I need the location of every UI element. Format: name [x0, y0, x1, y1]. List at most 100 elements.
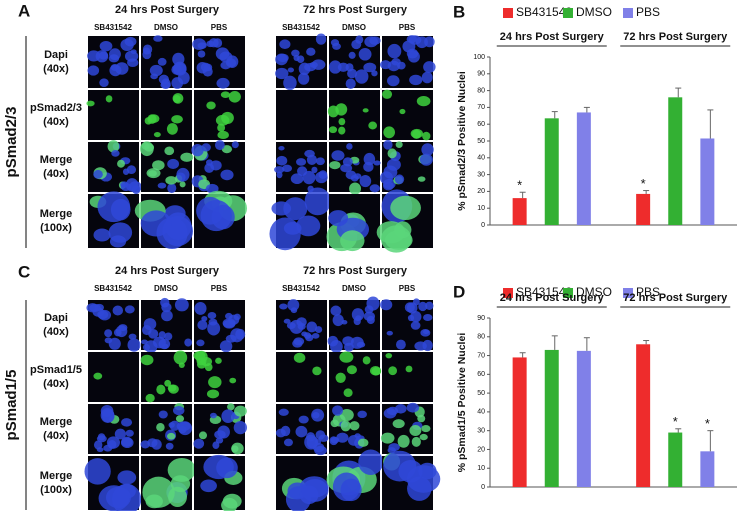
- cell: [327, 105, 339, 118]
- cell: [86, 100, 95, 107]
- cell: [356, 341, 366, 348]
- cell: [229, 377, 237, 384]
- cell: [423, 313, 433, 321]
- error-bar: [707, 430, 714, 452]
- cell: [390, 195, 421, 221]
- cell: [158, 331, 166, 339]
- y-tick-label: 60: [477, 371, 485, 378]
- cell: [335, 372, 346, 383]
- cell: [297, 166, 308, 177]
- cell: [127, 338, 141, 352]
- cell: [97, 191, 131, 223]
- cell: [274, 166, 285, 174]
- cell: [422, 329, 430, 335]
- cell: [228, 91, 241, 103]
- group-title: 24 hrs Post Surgery: [115, 4, 220, 16]
- micrograph: [326, 449, 384, 510]
- significance-marker: *: [641, 176, 646, 191]
- cell: [311, 332, 320, 339]
- y-tick-label: 90: [477, 71, 485, 78]
- cell: [226, 55, 239, 68]
- cell: [347, 68, 358, 79]
- legend-swatch: [563, 8, 573, 18]
- row-label: Merge: [40, 470, 72, 482]
- cell: [371, 70, 378, 77]
- error-bar: [583, 337, 590, 351]
- micrograph: [380, 298, 434, 352]
- cell: [222, 318, 236, 328]
- micrograph: [86, 300, 141, 352]
- cell: [283, 318, 291, 324]
- cell: [275, 67, 289, 80]
- micrograph: [276, 352, 327, 402]
- cell: [312, 411, 320, 419]
- cell: [99, 40, 113, 52]
- image-bg: [141, 90, 192, 140]
- bar: [668, 97, 683, 225]
- cell: [208, 376, 222, 389]
- y-tick-label: 0: [481, 484, 485, 491]
- cell: [121, 436, 133, 447]
- cell: [173, 350, 188, 365]
- column-header: DMSO: [342, 23, 366, 32]
- cell: [418, 462, 437, 480]
- cell: [215, 437, 224, 444]
- y-tick-label: 90: [477, 315, 485, 322]
- cell: [210, 412, 217, 419]
- cell: [107, 440, 117, 449]
- column-header: PBS: [399, 284, 416, 293]
- cell: [410, 321, 421, 330]
- row-label: (40x): [43, 378, 69, 390]
- cell: [122, 168, 130, 176]
- legend-swatch: [503, 288, 513, 298]
- cell: [416, 96, 431, 107]
- legend-label: SB431542: [516, 5, 572, 19]
- cell: [383, 181, 394, 191]
- cell: [297, 72, 310, 85]
- cell: [369, 36, 381, 45]
- cell: [410, 128, 424, 139]
- column-header: DMSO: [154, 23, 178, 32]
- cell: [340, 420, 351, 432]
- cell: [344, 342, 354, 352]
- cell: [101, 408, 115, 423]
- micrograph: [141, 35, 192, 89]
- bar: [668, 432, 683, 487]
- cell: [278, 408, 289, 416]
- cell: [295, 425, 308, 438]
- bar: [576, 112, 591, 225]
- cell: [121, 418, 133, 427]
- cell: [144, 340, 158, 353]
- bar: [544, 118, 559, 225]
- micrograph: [379, 139, 434, 192]
- cell: [195, 350, 208, 363]
- cell: [425, 301, 434, 311]
- error-bar: [707, 109, 714, 139]
- cell: [363, 152, 376, 166]
- cell: [169, 420, 180, 431]
- cell: [193, 438, 205, 449]
- y-tick-label: 80: [477, 87, 485, 94]
- group-title: 72 hrs Post Surgery: [303, 265, 408, 277]
- cell: [312, 366, 322, 376]
- cell: [339, 351, 354, 363]
- cell: [304, 187, 331, 216]
- y-tick-label: 20: [477, 446, 485, 453]
- cell: [402, 40, 416, 53]
- cell: [371, 367, 382, 376]
- cell: [383, 450, 417, 482]
- cell: [306, 321, 318, 333]
- cell: [140, 210, 172, 237]
- row-label: Merge: [40, 208, 72, 220]
- cell: [178, 421, 193, 436]
- cell: [207, 321, 221, 336]
- column-header: PBS: [211, 23, 228, 32]
- cell: [418, 301, 428, 312]
- legend-swatch: [563, 288, 573, 298]
- group-title: 24 hrs Post Surgery: [115, 265, 220, 277]
- cell: [105, 95, 113, 103]
- cell: [315, 171, 328, 184]
- row-label: (40x): [43, 63, 69, 75]
- cell: [387, 75, 400, 87]
- cell: [217, 130, 229, 140]
